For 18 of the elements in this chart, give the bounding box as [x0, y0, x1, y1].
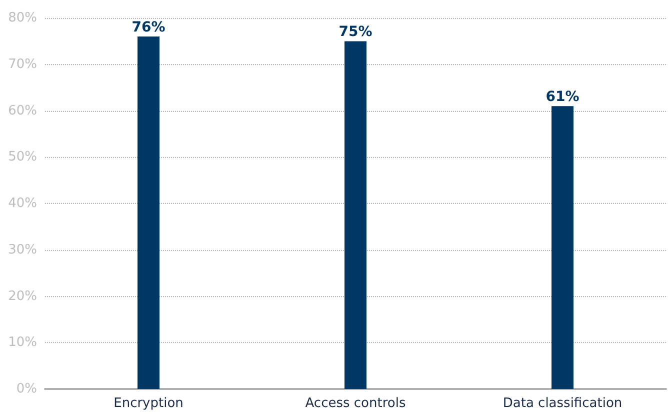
- y-tick-label: 20%: [8, 288, 37, 304]
- y-tick-label: 60%: [8, 103, 37, 118]
- y-tick-label: 40%: [8, 196, 37, 211]
- data-label: 76%: [132, 20, 166, 36]
- data-label: 61%: [546, 89, 580, 106]
- y-tick-label: 30%: [8, 242, 37, 258]
- y-tick-label: 50%: [8, 150, 37, 165]
- y-tick-label: 80%: [8, 10, 37, 26]
- bar: [552, 106, 574, 389]
- x-tick-label: Encryption: [114, 396, 184, 411]
- y-tick-label: 10%: [8, 335, 37, 350]
- x-tick-label: Data classification: [502, 396, 622, 411]
- y-tick-label: 0%: [16, 382, 37, 396]
- data-label: 75%: [338, 24, 372, 40]
- x-tick-label: Access controls: [305, 396, 406, 411]
- bar: [138, 36, 160, 389]
- y-tick-label: 70%: [8, 56, 37, 72]
- bar: [344, 41, 366, 389]
